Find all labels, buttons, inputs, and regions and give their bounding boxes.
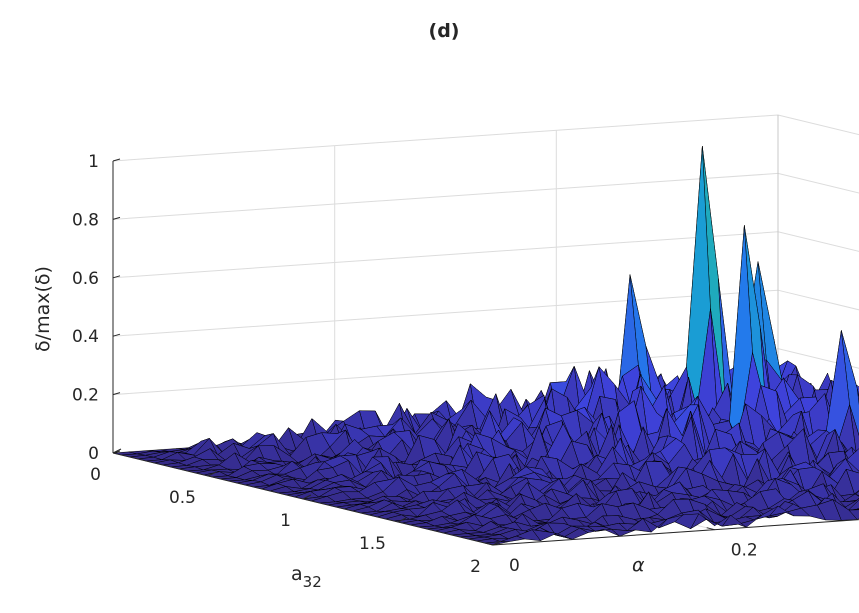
z-tick-label: 0.4 <box>72 327 99 347</box>
x-tick-label: 0.5 <box>169 488 196 508</box>
x-tick-label: 1 <box>280 511 291 531</box>
x-axis-label-main: a <box>291 563 303 585</box>
y-axis-label: α <box>632 554 645 576</box>
chart-title: (d) <box>429 20 460 42</box>
z-tick-label: 0.8 <box>72 210 99 230</box>
x-tick-label: 0 <box>90 465 101 485</box>
x-axis-label-subscript: 32 <box>303 573 322 591</box>
y-tick-label: 0 <box>509 556 520 576</box>
z-tick-label: 0 <box>88 444 99 464</box>
z-axis-label: δ/max(δ) <box>32 266 54 352</box>
x-tick-label: 2 <box>470 557 481 577</box>
y-tick-label: 0.2 <box>731 541 758 561</box>
z-tick-label: 0.2 <box>72 386 99 406</box>
z-tick-label: 1 <box>88 152 99 172</box>
x-tick-label: 1.5 <box>359 534 386 554</box>
z-tick-label: 0.6 <box>72 269 99 289</box>
